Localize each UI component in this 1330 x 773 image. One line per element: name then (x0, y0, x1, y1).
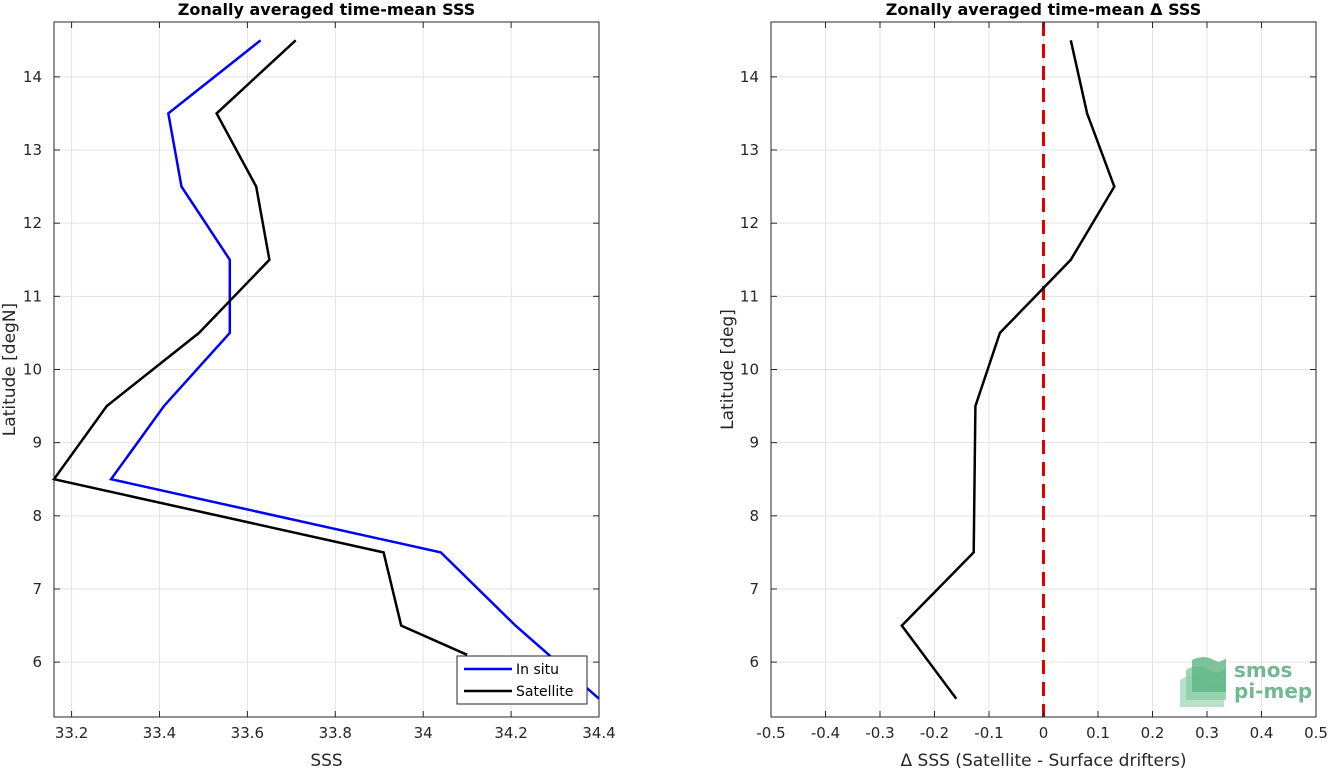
y-tick-label: 6 (749, 653, 759, 671)
x-tick-label: 0.1 (1086, 724, 1110, 742)
y-tick-label: 8 (32, 507, 42, 525)
y-tick-label: 11 (740, 287, 759, 305)
legend: In situ Satellite (456, 655, 588, 705)
panel-delta-sss: -0.5 -0.4 -0.3 -0.2 -0.1 0 0.1 0.2 0.3 0.4 0.5 6 7 8 9… (718, 0, 1328, 771)
x-tick-label: -0.4 (811, 724, 840, 742)
y-tick-label: 12 (740, 214, 759, 232)
x-tick-label: -0.3 (865, 724, 894, 742)
series-line-delta-sss (900, 40, 1116, 700)
y-tick-label: 7 (32, 580, 42, 598)
chart-title: Zonally averaged time-mean SSS (178, 0, 476, 19)
y-tick-label: 13 (23, 141, 42, 159)
y-tick-label: 10 (740, 361, 759, 379)
y-tick-label: 13 (740, 141, 759, 159)
x-tick-label: 33.2 (55, 724, 88, 742)
x-axis-label: Δ SSS (Satellite - Surface drifters) (901, 751, 1187, 769)
x-tick-label: 34.2 (494, 724, 527, 742)
x-tick-label: -0.5 (756, 724, 785, 742)
x-tick-label: 0 (1039, 724, 1049, 742)
x-tick-label: -0.1 (974, 724, 1003, 742)
smos-pi-mep-logo: smos pi-mep (1180, 657, 1312, 707)
legend-box (456, 655, 588, 705)
legend-label-in-situ: In situ (516, 662, 559, 678)
panel-sss: 33.2 33.4 33.6 33.8 34 34.2 34.4 6 7 8 9 10 11 12 13 14… (0, 0, 616, 771)
y-tick-label: 9 (749, 434, 759, 452)
y-axis-label: Latitude [deg] (718, 309, 738, 430)
y-tick-label: 9 (32, 434, 42, 452)
x-tick-label: 33.8 (319, 724, 352, 742)
y-tick-label: 11 (23, 287, 42, 305)
y-tick-label: 6 (32, 653, 42, 671)
x-tick-label: 0.2 (1141, 724, 1165, 742)
y-tick-label: 7 (749, 580, 759, 598)
series-line-in-situ (108, 39, 600, 700)
y-tick-label: 12 (23, 214, 42, 232)
x-tick-label: 33.6 (231, 724, 264, 742)
x-tick-label: 0.4 (1250, 724, 1274, 742)
x-tick-label: 0.3 (1195, 724, 1219, 742)
x-tick-label: 34 (414, 724, 433, 742)
logo-text-smos: smos (1234, 658, 1292, 682)
logo-text-pi-mep: pi-mep (1234, 679, 1312, 703)
x-axis-label: SSS (310, 751, 342, 769)
chart-title: Zonally averaged time-mean Δ SSS (886, 0, 1202, 19)
legend-label-satellite: Satellite (516, 684, 573, 700)
x-tick-label: 34.4 (582, 724, 615, 742)
y-tick-label: 8 (749, 507, 759, 525)
x-tick-label: -0.2 (920, 724, 949, 742)
x-tick-label: 0.5 (1304, 724, 1328, 742)
y-axis-label: Latitude [degN] (0, 303, 20, 436)
x-tick-label: 33.4 (143, 724, 176, 742)
logo-waves-icon (1180, 657, 1226, 707)
series-line-satellite (51, 39, 468, 656)
y-tick-label: 14 (740, 68, 759, 86)
y-tick-label: 14 (23, 68, 42, 86)
y-tick-label: 10 (23, 361, 42, 379)
